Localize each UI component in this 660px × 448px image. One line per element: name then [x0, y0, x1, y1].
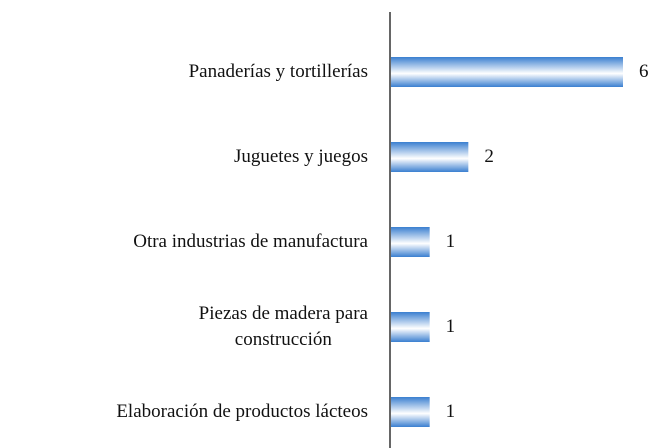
value-label: 6	[639, 61, 649, 82]
category-label: Otra industrias de manufactura	[133, 231, 368, 252]
value-label: 2	[484, 146, 494, 167]
bar	[391, 142, 469, 172]
category-label: Juguetes y juegos	[233, 146, 368, 167]
bar	[391, 397, 430, 427]
category-label: Panaderías y tortillerías	[188, 61, 368, 82]
bar	[391, 312, 430, 342]
bar	[391, 227, 430, 257]
value-label: 1	[445, 401, 456, 422]
category-label: Piezas de madera para construcción	[198, 303, 368, 350]
value-label: 1	[445, 231, 456, 252]
bar	[391, 57, 623, 87]
category-label: Elaboración de productos lácteos	[116, 401, 368, 422]
value-label: 1	[445, 316, 456, 337]
